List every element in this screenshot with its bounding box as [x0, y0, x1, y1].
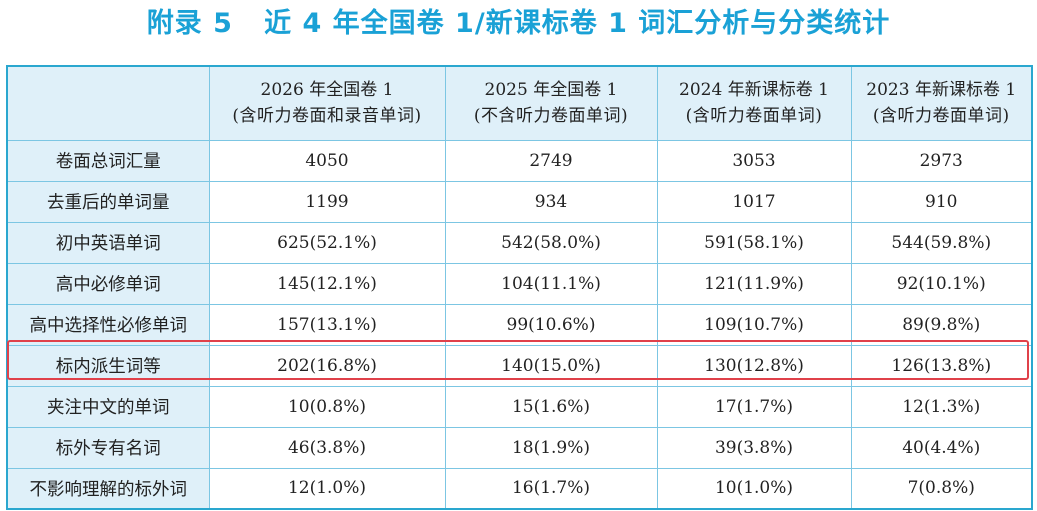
- table-cell: 15(1.6%): [444, 385, 658, 428]
- table-cell: 89(9.8%): [850, 303, 1033, 346]
- table-cell: 99(10.6%): [444, 303, 658, 346]
- row-label: 不影响理解的标外词: [6, 467, 210, 510]
- table-cell: 40(4.4%): [850, 426, 1033, 469]
- row-label: 标外专有名词: [6, 426, 210, 469]
- table-cell: 625(52.1%): [208, 221, 446, 264]
- table-row: 标外专有名词 46(3.8%) 18(1.9%) 39(3.8%) 40(4.4…: [6, 426, 1033, 469]
- table-cell: 12(1.0%): [208, 467, 446, 510]
- table-cell: 46(3.8%): [208, 426, 446, 469]
- row-label: 标内派生词等: [6, 344, 210, 387]
- column-header: 2023 年新课标卷 1 (含听力卷面单词): [850, 65, 1033, 141]
- table-cell: 4050: [208, 139, 446, 182]
- column-year: 2026 年全国卷 1: [260, 80, 394, 101]
- column-year: 2024 年新课标卷 1: [679, 80, 829, 101]
- column-note: (含听力卷面单词): [685, 106, 823, 127]
- column-year: 2023 年新课标卷 1: [866, 80, 1017, 101]
- table-cell: 17(1.7%): [656, 385, 852, 428]
- table-cell: 18(1.9%): [444, 426, 658, 469]
- column-note: (不含听力卷面单词): [473, 106, 629, 127]
- table-cell: 542(58.0%): [444, 221, 658, 264]
- table-cell: 126(13.8%): [850, 344, 1033, 387]
- table-cell: 10(1.0%): [656, 467, 852, 510]
- table-cell: 157(13.1%): [208, 303, 446, 346]
- column-note: (含听力卷面单词): [872, 106, 1010, 127]
- table-cell: 2749: [444, 139, 658, 182]
- table-cell: 934: [444, 180, 658, 223]
- table-cell: 2973: [850, 139, 1033, 182]
- table-cell: 130(12.8%): [656, 344, 852, 387]
- table-row: 夹注中文的单词 10(0.8%) 15(1.6%) 17(1.7%) 12(1.…: [6, 385, 1033, 428]
- table-row: 不影响理解的标外词 12(1.0%) 16(1.7%) 10(1.0%) 7(0…: [6, 467, 1033, 510]
- table-cell: 92(10.1%): [850, 262, 1033, 305]
- row-label: 初中英语单词: [6, 221, 210, 264]
- table-cell: 1017: [656, 180, 852, 223]
- table-cell: 3053: [656, 139, 852, 182]
- table-cell: 140(15.0%): [444, 344, 658, 387]
- column-note: (含听力卷面和录音单词): [232, 106, 422, 127]
- table-cell: 10(0.8%): [208, 385, 446, 428]
- table-cell: 12(1.3%): [850, 385, 1033, 428]
- table-cell: 145(12.1%): [208, 262, 446, 305]
- table-header-row: 2026 年全国卷 1 (含听力卷面和录音单词) 2025 年全国卷 1 (不含…: [6, 65, 1033, 141]
- table-cell: 202(16.8%): [208, 344, 446, 387]
- table-row: 高中必修单词 145(12.1%) 104(11.1%) 121(11.9%) …: [6, 262, 1033, 305]
- column-header: 2024 年新课标卷 1 (含听力卷面单词): [656, 65, 852, 141]
- table-row: 高中选择性必修单词 157(13.1%) 99(10.6%) 109(10.7%…: [6, 303, 1033, 346]
- row-label: 去重后的单词量: [6, 180, 210, 223]
- statistics-table: 2026 年全国卷 1 (含听力卷面和录音单词) 2025 年全国卷 1 (不含…: [6, 65, 1033, 510]
- column-header: 2026 年全国卷 1 (含听力卷面和录音单词): [208, 65, 446, 141]
- column-year: 2025 年全国卷 1: [484, 80, 618, 101]
- row-label: 夹注中文的单词: [6, 385, 210, 428]
- table-cell: 121(11.9%): [656, 262, 852, 305]
- table-cell: 109(10.7%): [656, 303, 852, 346]
- page-title: 附录 5 近 4 年全国卷 1/新课标卷 1 词汇分析与分类统计: [146, 8, 891, 39]
- table-cell: 544(59.8%): [850, 221, 1033, 264]
- row-label: 高中选择性必修单词: [6, 303, 210, 346]
- table-cell: 7(0.8%): [850, 467, 1033, 510]
- table-row: 初中英语单词 625(52.1%) 542(58.0%) 591(58.1%) …: [6, 221, 1033, 264]
- table-cell: 591(58.1%): [656, 221, 852, 264]
- table-cell: 39(3.8%): [656, 426, 852, 469]
- table-cell: 16(1.7%): [444, 467, 658, 510]
- header-corner-cell: [6, 65, 210, 141]
- table-cell: 1199: [208, 180, 446, 223]
- table-cell: 104(11.1%): [444, 262, 658, 305]
- table-row: 卷面总词汇量 4050 2749 3053 2973: [6, 139, 1033, 182]
- table-cell: 910: [850, 180, 1033, 223]
- highlighted-table-row: 标内派生词等 202(16.8%) 140(15.0%) 130(12.8%) …: [6, 344, 1033, 387]
- table-row: 去重后的单词量 1199 934 1017 910: [6, 180, 1033, 223]
- row-label: 卷面总词汇量: [6, 139, 210, 182]
- row-label: 高中必修单词: [6, 262, 210, 305]
- column-header: 2025 年全国卷 1 (不含听力卷面单词): [444, 65, 658, 141]
